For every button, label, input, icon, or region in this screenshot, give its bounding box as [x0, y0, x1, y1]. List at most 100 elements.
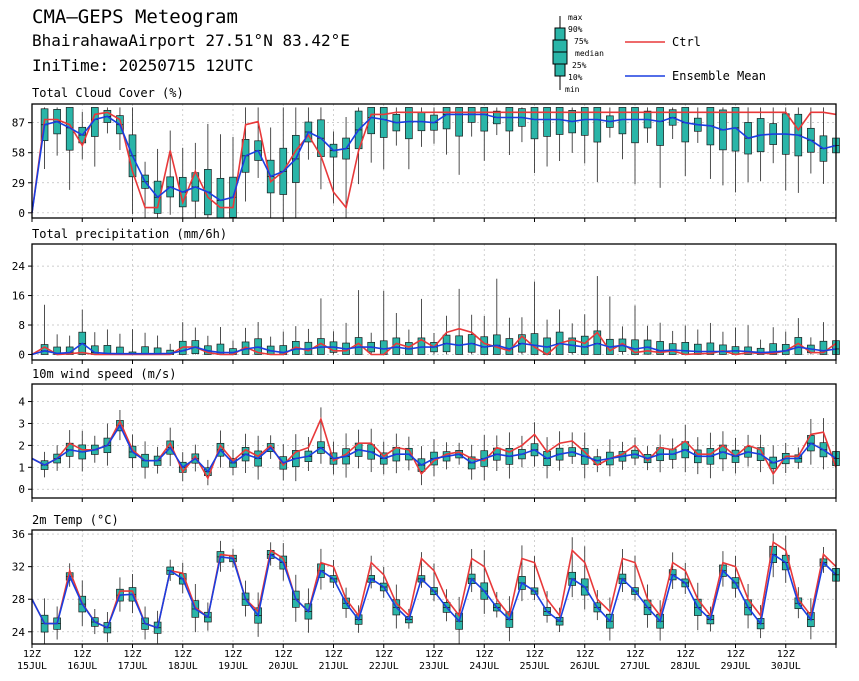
x-tick-label-time: 12Z: [73, 649, 91, 660]
x-tick-label-date: 22JUL: [369, 661, 399, 672]
y-tick-label: 0: [18, 483, 25, 496]
box-iqr: [819, 340, 828, 355]
legend-label-max: max: [568, 13, 583, 22]
panel-title: 10m wind speed (m/s): [32, 367, 177, 381]
y-tick-label: 24: [12, 626, 26, 639]
box-iqr: [631, 107, 639, 144]
x-tick-label-time: 12Z: [123, 649, 141, 660]
box-iqr: [769, 343, 777, 355]
chart-title: CMA—GEPS Meteogram: [32, 6, 238, 28]
box-iqr: [731, 107, 740, 152]
panel-title: Total precipitation (mm/6h): [32, 227, 227, 241]
box-iqr: [631, 339, 639, 355]
box-iqr: [442, 107, 451, 130]
x-tick-label-time: 12Z: [726, 649, 744, 660]
series-ensemble-mean-line: [31, 113, 837, 213]
y-tick-label: 0: [18, 348, 25, 361]
x-tick-label-date: 21JUL: [318, 661, 348, 672]
series-ensemble-mean-line: [31, 424, 837, 474]
legend-ctrl-label: Ctrl: [672, 35, 701, 49]
legend-label-min: min: [565, 85, 580, 94]
x-axis: 12Z15JUL12Z16JUL12Z17JUL12Z18JUL12Z19JUL…: [17, 649, 801, 672]
box-iqr: [40, 344, 49, 355]
panel-1: Total precipitation (mm/6h) 0 8 16 24: [12, 227, 840, 364]
y-tick-label: 8: [18, 319, 25, 332]
box-iqr: [480, 107, 489, 132]
x-tick-label-time: 12Z: [576, 649, 594, 660]
legend-label-p75: 75%: [574, 37, 589, 46]
y-tick-label: 16: [12, 290, 25, 303]
legend-label-p10: 10%: [568, 73, 583, 82]
x-tick-label-date: 18JUL: [168, 661, 198, 672]
box-iqr: [681, 107, 690, 143]
x-tick-label-time: 12Z: [274, 649, 292, 660]
legend-mean-label: Ensemble Mean: [672, 69, 766, 83]
y-tick-label: 1: [18, 461, 25, 474]
x-tick-label-time: 12Z: [475, 649, 493, 660]
box-iqr: [530, 107, 539, 140]
series-ctrl-line: [31, 416, 837, 481]
x-tick-label-date: 30JUL: [771, 661, 801, 672]
legend-boxplot-glyph: [552, 16, 568, 90]
y-tick-label: 36: [12, 528, 25, 541]
box-iqr: [580, 107, 589, 136]
series-ensemble-mean-line: [31, 342, 837, 356]
box-iqr: [756, 347, 765, 355]
y-tick-label: 32: [12, 561, 25, 574]
panel-title: 2m Temp (°C): [32, 513, 119, 527]
box-iqr: [543, 107, 551, 137]
y-tick-label: 0: [18, 207, 25, 220]
x-tick-label-time: 12Z: [777, 649, 795, 660]
station-info: BhairahawaAirport 27.51°N 83.42°E: [32, 31, 350, 50]
box-iqr: [505, 107, 514, 132]
x-tick-label-time: 12Z: [174, 649, 192, 660]
y-tick-label: 4: [18, 396, 25, 409]
box-iqr: [405, 107, 413, 140]
x-tick-label-time: 12Z: [324, 649, 342, 660]
init-time: IniTime: 20250715 12UTC: [32, 56, 254, 75]
x-tick-label-date: 16JUL: [67, 661, 97, 672]
y-tick-label: 87: [12, 117, 25, 130]
x-tick-label-time: 12Z: [23, 649, 41, 660]
box-iqr: [656, 341, 664, 355]
box-iqr: [593, 107, 602, 143]
x-tick-label-date: 17JUL: [117, 661, 147, 672]
x-tick-label-date: 28JUL: [670, 661, 700, 672]
series-ctrl-line: [31, 111, 837, 213]
x-tick-label-time: 12Z: [676, 649, 694, 660]
box-iqr: [681, 342, 690, 355]
box-iqr: [580, 335, 589, 355]
y-tick-label: 58: [12, 147, 25, 160]
box-iqr: [455, 107, 463, 137]
box-iqr: [505, 338, 514, 355]
legend: max 90% 75% median 25% 10% min Ctrl Ense…: [552, 13, 766, 94]
x-tick-label-date: 24JUL: [469, 661, 499, 672]
legend-label-p25: 25%: [572, 61, 587, 70]
box-iqr: [656, 107, 664, 146]
x-tick-label-date: 29JUL: [720, 661, 750, 672]
x-tick-label-date: 27JUL: [620, 661, 650, 672]
panel-3: 2m Temp (°C) 24 28 32 36: [12, 513, 840, 648]
box-iqr: [417, 337, 426, 355]
x-tick-label-date: 26JUL: [570, 661, 600, 672]
x-tick-label-time: 12Z: [425, 649, 443, 660]
legend-label-median: median: [575, 49, 604, 58]
x-tick-label-date: 19JUL: [218, 661, 248, 672]
y-tick-label: 24: [12, 260, 26, 273]
y-tick-label: 28: [12, 593, 25, 606]
panel-0: Total Cloud Cover (%) 0 29 58 87: [12, 86, 840, 222]
box-iqr: [65, 107, 74, 151]
meteogram-panels: Total Cloud Cover (%) 0 29 58 87 Total precip…: [12, 86, 840, 648]
x-tick-label-time: 12Z: [375, 649, 393, 660]
x-tick-label-time: 12Z: [626, 649, 644, 660]
x-tick-label-date: 25JUL: [519, 661, 549, 672]
x-tick-label-time: 12Z: [224, 649, 242, 660]
box-iqr: [379, 107, 388, 138]
x-tick-label-time: 12Z: [525, 649, 543, 660]
y-tick-label: 29: [12, 177, 25, 190]
legend-label-p90: 90%: [568, 25, 583, 34]
series-ensemble-mean-line: [31, 553, 837, 629]
box-iqr: [719, 344, 727, 355]
box-iqr: [555, 107, 564, 135]
